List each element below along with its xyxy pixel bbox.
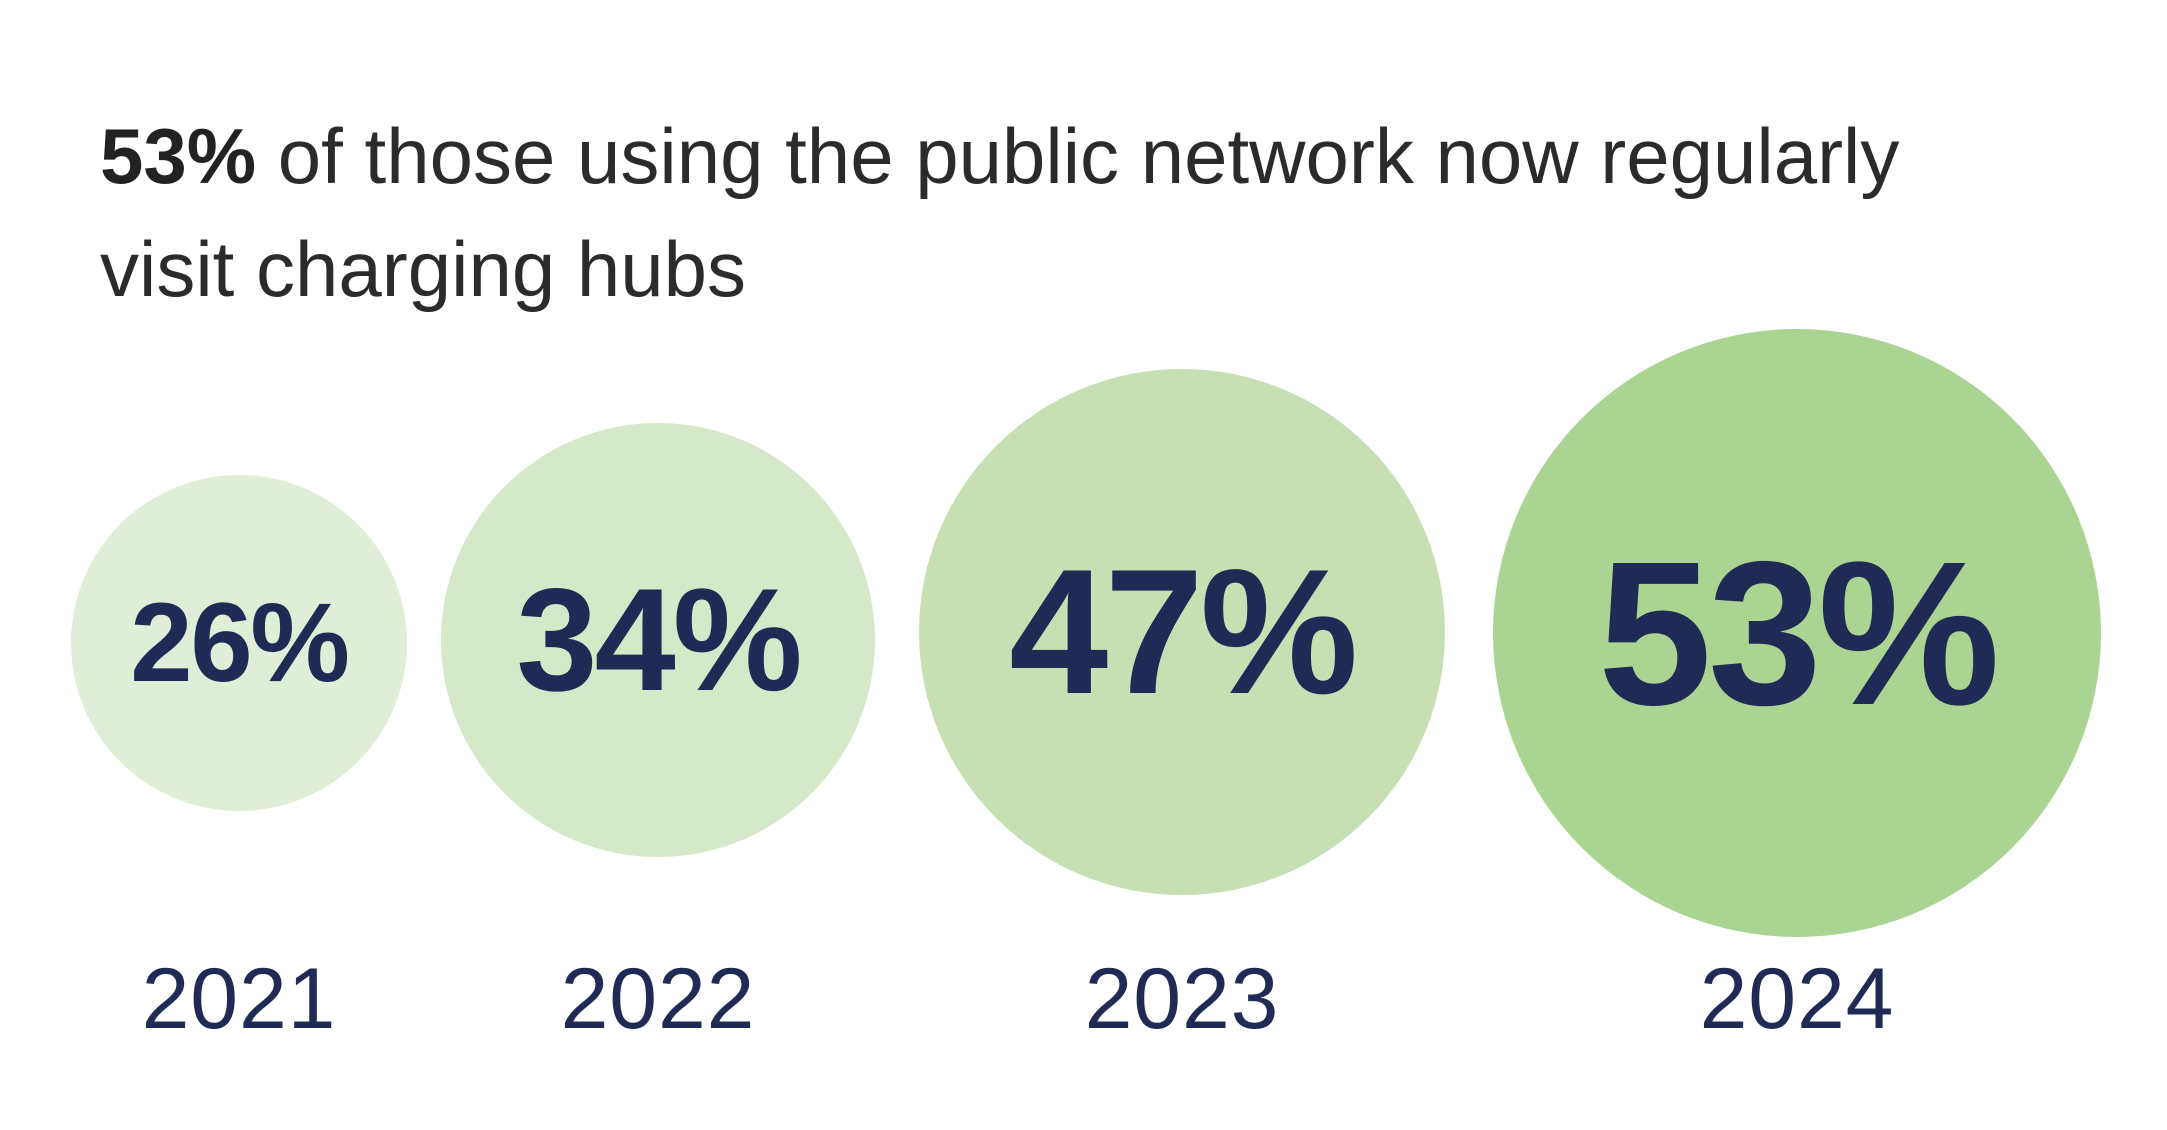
bubble-2022: 34% bbox=[441, 423, 875, 857]
percent-label-2024: 53% bbox=[1597, 518, 2000, 748]
year-label-2023: 2023 bbox=[1084, 951, 1280, 1047]
bubble-2023: 47% bbox=[919, 369, 1445, 895]
title-line1-text: of those using the public network now re… bbox=[256, 112, 1900, 200]
title-highlight-value: 53% bbox=[100, 112, 257, 200]
year-label-2021: 2021 bbox=[141, 951, 337, 1047]
percent-label-2022: 34% bbox=[516, 558, 802, 721]
chart-title: 53% of those using the public network no… bbox=[100, 100, 2000, 326]
year-label-2022: 2022 bbox=[560, 951, 756, 1047]
year-label-2024: 2024 bbox=[1699, 951, 1895, 1047]
percent-label-2021: 26% bbox=[130, 580, 350, 705]
bubble-2024: 53% bbox=[1493, 329, 2101, 937]
title-line2-text: visit charging hubs bbox=[100, 225, 747, 313]
bubble-2021: 26% bbox=[71, 475, 407, 811]
percent-label-2023: 47% bbox=[1009, 532, 1358, 731]
